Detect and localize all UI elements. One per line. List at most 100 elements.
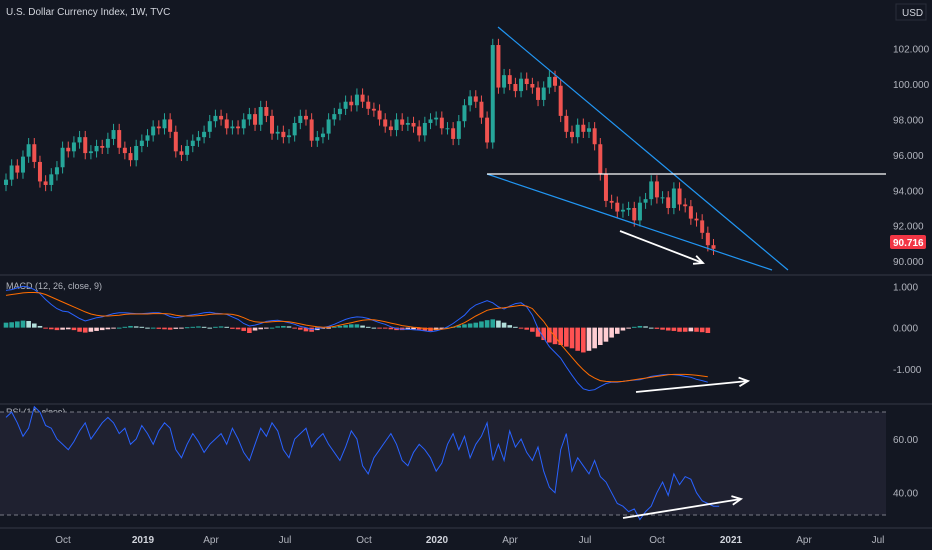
candle-body: [253, 114, 258, 125]
candle-body: [400, 119, 405, 125]
candle-body: [456, 121, 461, 139]
candle-body: [354, 94, 359, 106]
macd-bar: [331, 326, 337, 328]
macd-bar: [162, 327, 167, 330]
candle-body: [371, 108, 376, 111]
candle-body: [683, 204, 688, 207]
macd-bar: [298, 327, 303, 330]
candle-body: [224, 119, 229, 129]
time-tick: Apr: [796, 535, 812, 546]
macd-bar: [224, 326, 230, 328]
candle-body: [660, 197, 665, 199]
candle-body: [564, 115, 569, 132]
macd-bar: [614, 327, 620, 334]
macd-bar: [82, 327, 88, 333]
rsi-tick: 60.00: [893, 435, 918, 446]
macd-bar: [207, 327, 213, 329]
candle-body: [60, 147, 65, 168]
candle-body: [558, 85, 563, 116]
macd-bar: [71, 327, 77, 331]
macd-bar: [230, 327, 235, 329]
macd-bar: [564, 327, 569, 347]
currency-badge[interactable]: [895, 3, 927, 21]
candle-body: [700, 220, 705, 233]
macd-bar: [643, 326, 648, 328]
macd-bar: [179, 327, 184, 329]
macd-bar: [32, 323, 37, 328]
candle-body: [49, 174, 54, 185]
macd-bar: [484, 320, 490, 328]
macd-axis[interactable]: 1.000 0.000 -1.000: [893, 282, 922, 376]
candle-body: [439, 117, 444, 129]
macd-bar: [241, 327, 247, 331]
macd-tick: 1.000: [893, 282, 918, 293]
macd-bar: [501, 322, 507, 328]
last-price-label: 90.716: [893, 238, 924, 249]
candle-body: [320, 133, 325, 138]
macd-bar: [3, 322, 9, 328]
candle-body: [366, 101, 371, 109]
candle-body: [694, 218, 699, 221]
rsi-axis[interactable]: 60.00 40.00: [893, 435, 918, 500]
candle-body: [519, 78, 524, 92]
time-axis[interactable]: Oct 2019 Apr Jul Oct 2020 Apr Jul Oct 2021 Apr Jul: [55, 535, 884, 546]
macd-bar: [490, 319, 496, 328]
lower-trendline: [486, 173, 773, 271]
macd-bar: [637, 325, 643, 328]
candle-body: [128, 153, 133, 161]
time-tick: 2020: [426, 535, 449, 546]
candle-body: [536, 87, 541, 100]
macd-bar: [26, 321, 31, 328]
candle-body: [20, 156, 25, 173]
macd-bar: [116, 327, 122, 329]
macd-bar: [518, 327, 524, 329]
candle-body: [490, 45, 495, 143]
macd-bar: [699, 327, 705, 333]
macd-bar: [581, 327, 586, 353]
macd-bar: [598, 327, 603, 345]
time-tick: Apr: [203, 535, 219, 546]
last-price-tag: [890, 235, 926, 249]
candle-body: [32, 144, 37, 162]
price-tick: 102.000: [893, 45, 930, 56]
candle-body: [83, 137, 88, 154]
time-tick: Apr: [502, 535, 518, 546]
macd-bar: [150, 327, 156, 329]
drawings-layer[interactable]: [486, 26, 886, 519]
candle-body: [236, 126, 241, 129]
macd-bar: [235, 327, 241, 330]
macd-bar: [569, 327, 575, 349]
candle-body: [213, 115, 218, 122]
currency-label: USD: [902, 8, 923, 19]
candle-body: [337, 108, 342, 115]
candle-body: [230, 126, 235, 129]
time-tick: Oct: [649, 535, 665, 546]
candle-body: [671, 188, 676, 208]
rsi-line: [5, 405, 720, 521]
macd-bar: [496, 320, 501, 328]
macd-bar: [552, 327, 558, 345]
time-tick: Jul: [872, 535, 885, 546]
macd-bar: [609, 327, 614, 338]
macd-bar: [15, 321, 20, 328]
macd-bar: [60, 327, 65, 330]
candle-body: [603, 174, 608, 201]
candle-body: [620, 209, 625, 212]
rsi-arrow: [622, 498, 742, 519]
candle-body: [168, 119, 173, 132]
price-axis[interactable]: 102.000 100.000 98.000 96.000 94.000 92.000 90…: [893, 45, 930, 269]
candle-body: [54, 167, 59, 175]
candle-body: [275, 131, 280, 134]
macd-bar: [575, 327, 580, 351]
macd-bar: [360, 325, 365, 328]
candle-body: [496, 45, 501, 88]
time-tick: Oct: [356, 535, 372, 546]
macd-bar: [196, 326, 201, 328]
candle-body: [485, 117, 490, 143]
candle-body: [705, 232, 710, 246]
price-tick: 94.000: [893, 186, 924, 197]
upper-trendline: [497, 26, 789, 271]
macd-bar: [264, 327, 269, 329]
macd-bar: [37, 325, 43, 328]
candle-body: [156, 126, 161, 129]
